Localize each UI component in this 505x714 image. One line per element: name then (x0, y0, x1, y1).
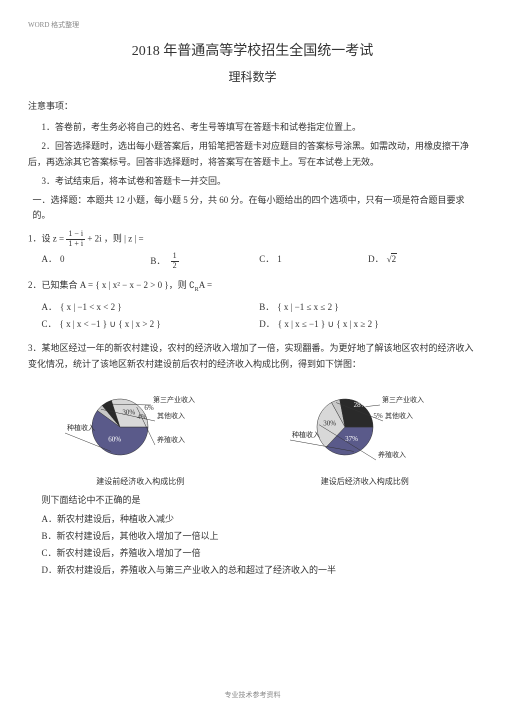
q2-opt-a: A．{ x | −1 < x < 2 } (42, 300, 260, 313)
q2-opt-b: B．{ x | −1 ≤ x ≤ 2 } (259, 300, 477, 313)
svg-text:30%: 30% (123, 408, 136, 416)
q2-d-val: { x | x ≤ −1 } ∪ { x | x ≥ 2 } (278, 319, 379, 329)
q1-pre: 1．设 z = (28, 233, 64, 243)
svg-text:28%: 28% (353, 401, 366, 409)
conclusion-c: C．新农村建设后，养殖收入增加了一倍 (28, 545, 477, 562)
svg-text:养殖收入: 养殖收入 (157, 435, 185, 444)
page-header-small: WORD 格式整理 (28, 20, 477, 30)
q2-b-val: { x | −1 ≤ x ≤ 2 } (277, 302, 338, 312)
pie-svg-1: 60% 种植收入 6%第三产业收入 4% 其他收入 30% 养殖收入 (65, 382, 215, 472)
svg-text:6%: 6% (145, 404, 155, 412)
conclusion-a: A．新农村建设后，种植收入减少 (28, 511, 477, 528)
q1-c-val: 1 (277, 254, 282, 264)
q1-frac-den: 1 + i (66, 240, 85, 249)
q3-stem: 3．某地区经过一年的新农村建设，农村的经济收入增加了一倍，实现翻番。为更好地了解… (28, 340, 477, 372)
notice-1: 1．答卷前，考生务必将自己的姓名、考生号等填写在答题卡和试卷指定位置上。 (28, 120, 477, 135)
svg-text:60%: 60% (109, 435, 122, 443)
q2-text: 2．已知集合 A = { x | x² − x − 2 > 0 }，则 ∁ (28, 280, 195, 290)
svg-text:种植收入: 种植收入 (292, 430, 320, 439)
q1-opt-c: C．1 (259, 252, 368, 271)
svg-text:养殖收入: 养殖收入 (378, 450, 406, 459)
opt-label-a2: A． (42, 302, 58, 312)
charts-row: 60%种植收入6%第三产业收入4%其他收入30%养殖收入 37%种植收入28%第… (28, 382, 477, 472)
svg-text:第三产业收入: 第三产业收入 (382, 395, 424, 404)
q1-options: A．0 B． 1 2 C．1 D． 2 (42, 252, 478, 271)
svg-text:30%: 30% (323, 420, 336, 428)
notice-3: 3．考试结束后，将本试卷和答题卡一并交回。 (28, 174, 477, 189)
conclusion-d: D．新农村建设后，养殖收入与第三产业收入的总和超过了经济收入的一半 (28, 562, 477, 579)
svg-text:4%: 4% (138, 413, 148, 421)
q2-stem: 2．已知集合 A = { x | x² − x − 2 > 0 }，则 ∁RA … (28, 277, 477, 296)
q1-b-den: 2 (171, 262, 179, 271)
sqrt-icon: 2 (387, 253, 397, 264)
svg-text:其他收入: 其他收入 (385, 411, 413, 420)
q2-options: A．{ x | −1 < x < 2 } B．{ x | −1 ≤ x ≤ 2 … (42, 300, 478, 334)
q1-opt-d: D． 2 (368, 252, 477, 271)
conclusion-head: 则下面结论中不正确的是 (28, 493, 477, 506)
q1-frac: 1 − i 1 + i (66, 230, 85, 249)
q2-opt-d: D．{ x | x ≤ −1 } ∪ { x | x ≥ 2 } (259, 317, 477, 330)
q1-b-frac: 1 2 (171, 252, 179, 271)
title-main: 2018 年普通高等学校招生全国统一考试 (28, 40, 477, 60)
opt-label-b2: B． (259, 302, 274, 312)
q1-stem: 1．设 z = 1 − i 1 + i + 2i ，则 | z | = (28, 230, 477, 249)
q1-a-val: 0 (60, 254, 65, 264)
q1-opt-b: B． 1 2 (150, 252, 259, 271)
svg-text:5%: 5% (373, 412, 383, 420)
caption-1: 建设前经济收入构成比例 (96, 476, 184, 487)
title-sub: 理科数学 (28, 68, 477, 85)
opt-label-a: A． (42, 254, 58, 264)
pie-chart-before: 60% 种植收入 6%第三产业收入 4% 其他收入 30% 养殖收入 (65, 382, 215, 472)
q2-c-val: { x | x < −1 } ∪ { x | x > 2 } (60, 319, 161, 329)
caption-2: 建设后经济收入构成比例 (321, 476, 409, 487)
section-1-head: 一．选择题：本题共 12 小题，每小题 5 分，共 60 分。在每小题给出的四个… (28, 193, 477, 224)
opt-label-b: B． (150, 256, 165, 266)
notice-header: 注意事项： (28, 99, 477, 112)
opt-label-c2: C． (42, 319, 57, 329)
opt-label-d: D． (368, 254, 384, 264)
q1-d-val: 2 (391, 253, 398, 264)
opt-label-c: C． (259, 254, 274, 264)
q2-opt-c: C．{ x | x < −1 } ∪ { x | x > 2 } (42, 317, 260, 330)
pie-svg-2: 37%种植收入28%第三产业收入5%其他收入30%养殖收入 (290, 382, 440, 472)
conclusion-b: B．新农村建设后，其他收入增加了一倍以上 (28, 528, 477, 545)
page-footer: 专业技术参考资料 (0, 690, 505, 700)
notice-2: 2．回答选择题时，选出每小题答案后，用铅笔把答题卡对应题目的答案标号涂黑。如需改… (28, 139, 477, 170)
pie-chart-after: 37%种植收入28%第三产业收入5%其他收入30%养殖收入 (290, 382, 440, 472)
svg-text:种植收入: 种植收入 (67, 423, 95, 432)
q1-opt-a: A．0 (42, 252, 151, 271)
q2-a-val: { x | −1 < x < 2 } (60, 302, 122, 312)
q1-post: + 2i ，则 | z | = (87, 233, 143, 243)
svg-text:第三产业收入: 第三产业收入 (153, 395, 195, 404)
svg-text:其他收入: 其他收入 (157, 411, 185, 420)
chart-captions: 建设前经济收入构成比例 建设后经济收入构成比例 (28, 476, 477, 487)
opt-label-d2: D． (259, 319, 275, 329)
q2-post: A = (199, 280, 212, 290)
